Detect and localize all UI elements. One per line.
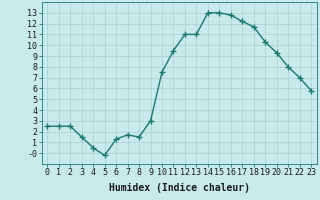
X-axis label: Humidex (Indice chaleur): Humidex (Indice chaleur): [109, 183, 250, 193]
